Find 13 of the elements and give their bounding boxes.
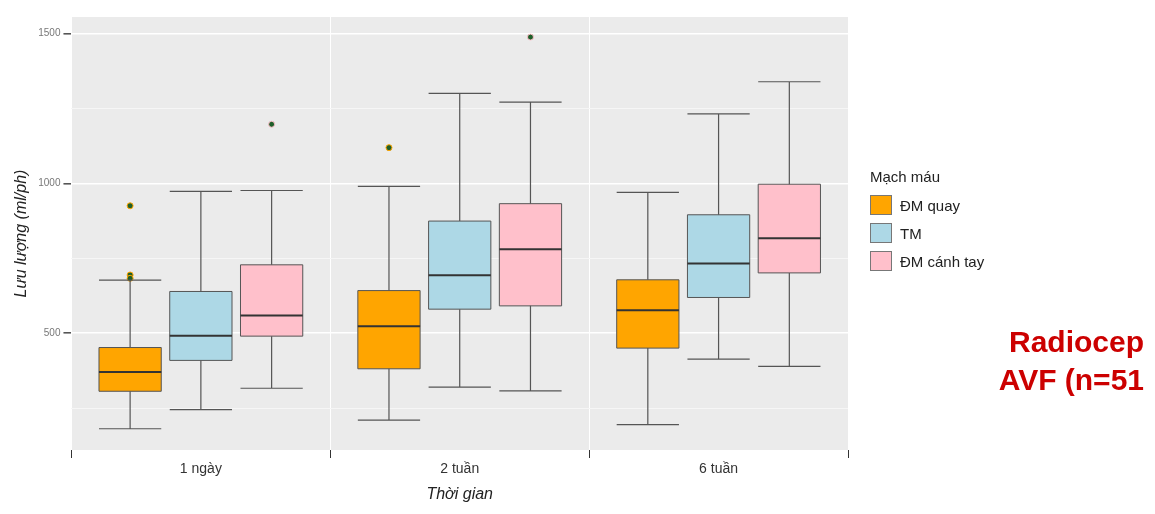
x-tick-label: 6 tuần: [699, 460, 739, 477]
text: Radiocep AVF (n=51: [997, 324, 1144, 398]
y-axis-title: Lưu lượng (ml/ph): [12, 169, 30, 298]
x-tick-label: 2 tuần: [440, 460, 480, 477]
x-tick-label: 1 ngày: [179, 460, 222, 477]
y-tick-label: 500: [43, 326, 61, 338]
legend-label: ĐM cánh tay: [900, 252, 985, 270]
x-axis-title: Thời gian: [426, 484, 494, 502]
legend-label: ĐM quay: [900, 196, 961, 214]
legend-title: Mạch máu: [870, 168, 942, 185]
legend-label: TM: [900, 224, 922, 242]
y-tick-label: 1000: [38, 177, 61, 189]
y-tick-label: 1500: [38, 27, 61, 39]
